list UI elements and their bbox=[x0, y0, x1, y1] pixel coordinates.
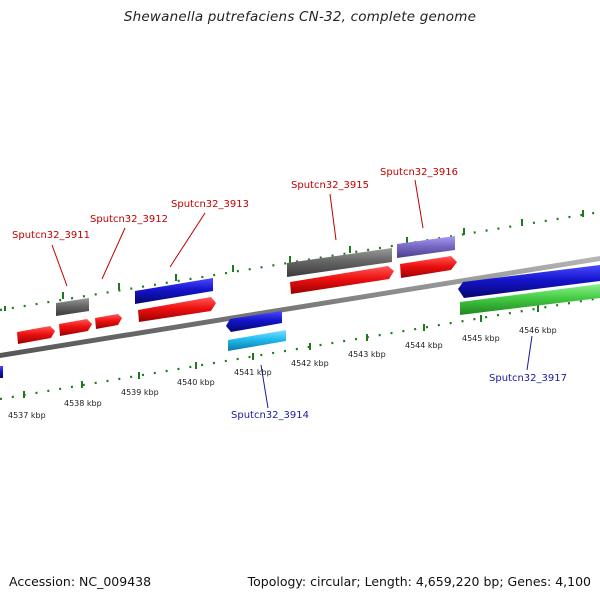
feature-3915-red[interactable] bbox=[290, 266, 394, 294]
feature-forward-cds-1[interactable] bbox=[17, 326, 55, 344]
gene-label[interactable]: Sputcn32_3913 bbox=[171, 199, 249, 210]
gene-label[interactable]: Sputcn32_3917 bbox=[489, 373, 567, 384]
feature-3913-red[interactable] bbox=[138, 297, 216, 322]
topology-summary: Topology: circular; Length: 4,659,220 bp… bbox=[247, 574, 591, 589]
kbp-label: 4546 kbp bbox=[519, 326, 557, 335]
gene-label[interactable]: Sputcn32_3914 bbox=[231, 410, 309, 421]
gene-label[interactable]: Sputcn32_3915 bbox=[291, 180, 369, 191]
feature-track bbox=[0, 236, 600, 378]
gene-label[interactable]: Sputcn32_3911 bbox=[12, 230, 90, 241]
kbp-label: 4539 kbp bbox=[121, 388, 159, 397]
kbp-label: 4543 kbp bbox=[348, 350, 386, 359]
feature-3914-cyan[interactable] bbox=[228, 330, 286, 351]
feature-3914-blue[interactable] bbox=[226, 311, 282, 332]
kbp-label: 4541 kbp bbox=[234, 368, 272, 377]
kbp-label: 4537 kbp bbox=[8, 411, 46, 420]
gene-labels: Sputcn32_3911 Sputcn32_3912 Sputcn32_391… bbox=[12, 167, 567, 421]
feature-3917-blue[interactable] bbox=[458, 265, 600, 298]
feature-3911-gray[interactable] bbox=[56, 298, 89, 316]
kbp-label: 4538 kbp bbox=[64, 399, 102, 408]
genome-backbone bbox=[0, 256, 600, 358]
kbp-label: 4544 kbp bbox=[405, 341, 443, 350]
inner-major-ticks bbox=[23, 305, 539, 398]
outer-major-ticks bbox=[4, 210, 584, 311]
feature-3916-violet[interactable] bbox=[397, 236, 455, 258]
kbp-label: 4540 kbp bbox=[177, 378, 215, 387]
feature-edge-blue[interactable] bbox=[0, 366, 3, 378]
kbp-label: 4545 kbp bbox=[462, 334, 500, 343]
label-leaders bbox=[51, 179, 533, 409]
map-title: Shewanella putrefaciens CN-32, complete … bbox=[123, 9, 477, 25]
feature-3913-blue[interactable] bbox=[135, 278, 213, 304]
feature-forward-cds-2[interactable] bbox=[59, 319, 92, 336]
kbp-label: 4542 kbp bbox=[291, 359, 329, 368]
feature-3915-gray[interactable] bbox=[287, 248, 392, 277]
feature-forward-cds-3[interactable] bbox=[95, 314, 122, 329]
feature-3917-green[interactable] bbox=[460, 284, 600, 315]
gene-label[interactable]: Sputcn32_3912 bbox=[90, 214, 168, 225]
outer-tick-row bbox=[0, 210, 600, 312]
gene-label[interactable]: Sputcn32_3916 bbox=[380, 167, 458, 178]
accession-text: Accession: NC_009438 bbox=[9, 574, 152, 589]
feature-3916-red[interactable] bbox=[400, 256, 457, 278]
kbp-labels: 4537 kbp 4538 kbp 4539 kbp 4540 kbp 4541… bbox=[8, 326, 557, 420]
